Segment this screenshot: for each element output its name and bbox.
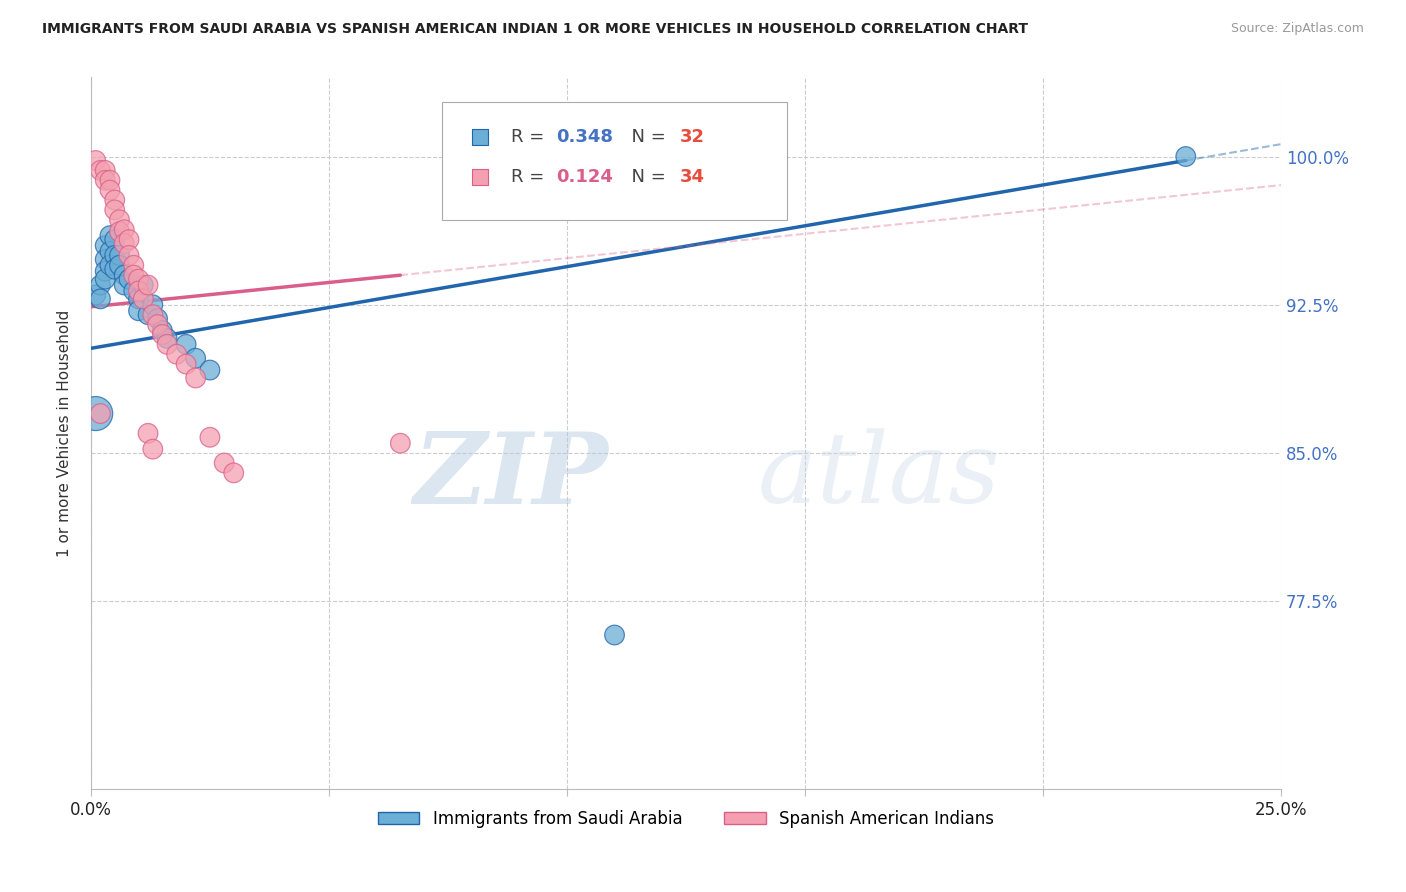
Point [89, 292, 111, 306]
Text: R =: R = [510, 168, 550, 186]
Y-axis label: 1 or more Vehicles in Household: 1 or more Vehicles in Household [58, 310, 72, 557]
Point [84, 288, 107, 302]
Point [603, 628, 626, 642]
Point [94, 173, 117, 187]
Point [184, 351, 207, 366]
Point [118, 272, 141, 286]
Point [104, 262, 127, 277]
Point [89, 278, 111, 293]
Text: IMMIGRANTS FROM SAUDI ARABIA VS SPANISH AMERICAN INDIAN 1 OR MORE VEHICLES IN HO: IMMIGRANTS FROM SAUDI ARABIA VS SPANISH … [42, 22, 1028, 37]
Point [198, 363, 221, 377]
Text: N =: N = [620, 128, 672, 145]
Point [212, 456, 235, 470]
Point [184, 371, 207, 385]
Point [104, 202, 127, 217]
Point [94, 272, 117, 286]
Point [98, 258, 121, 272]
Point [174, 337, 197, 351]
FancyBboxPatch shape [441, 103, 787, 219]
Point [128, 303, 150, 318]
Point [112, 236, 135, 251]
Point [112, 222, 135, 236]
Point [142, 298, 165, 312]
Text: N =: N = [620, 168, 672, 186]
Point [108, 248, 131, 262]
Point [150, 327, 173, 342]
Point [198, 430, 221, 444]
Point [122, 284, 145, 298]
Point [118, 248, 141, 262]
Point [136, 426, 159, 441]
Point [122, 258, 145, 272]
Text: 0.124: 0.124 [557, 168, 613, 186]
Point [118, 233, 141, 247]
Point [128, 284, 150, 298]
Point [142, 308, 165, 322]
Point [1174, 149, 1197, 163]
Point [132, 292, 155, 306]
Point [128, 292, 150, 306]
Text: atlas: atlas [758, 428, 1000, 524]
Text: 0.348: 0.348 [557, 128, 613, 145]
Point [94, 252, 117, 267]
Point [104, 193, 127, 207]
Point [98, 228, 121, 243]
Point [94, 264, 117, 278]
Point [146, 318, 169, 332]
Point [84, 407, 107, 421]
Point [104, 233, 127, 247]
Point [94, 163, 117, 178]
Point [108, 225, 131, 239]
Point [112, 268, 135, 282]
Point [132, 278, 155, 293]
Point [128, 272, 150, 286]
Point [166, 347, 188, 361]
Point [104, 248, 127, 262]
Point [108, 258, 131, 272]
Legend: Immigrants from Saudi Arabia, Spanish American Indians: Immigrants from Saudi Arabia, Spanish Am… [371, 803, 1001, 834]
Point [156, 331, 179, 345]
Point [136, 308, 159, 322]
Text: ZIP: ZIP [413, 428, 609, 524]
Point [89, 407, 111, 421]
Point [389, 436, 412, 450]
Point [98, 183, 121, 197]
Point [122, 268, 145, 282]
Point [89, 163, 111, 178]
Text: 32: 32 [681, 128, 704, 145]
Point [136, 278, 159, 293]
Point [98, 173, 121, 187]
Point [94, 238, 117, 252]
Text: 34: 34 [681, 168, 704, 186]
Text: Source: ZipAtlas.com: Source: ZipAtlas.com [1230, 22, 1364, 36]
Point [150, 324, 173, 338]
Point [84, 153, 107, 168]
Point [156, 337, 179, 351]
Text: R =: R = [510, 128, 550, 145]
Point [174, 357, 197, 371]
Point [112, 278, 135, 293]
Point [98, 244, 121, 259]
Point [108, 212, 131, 227]
Point [146, 311, 169, 326]
Point [142, 442, 165, 457]
Point [222, 466, 245, 480]
